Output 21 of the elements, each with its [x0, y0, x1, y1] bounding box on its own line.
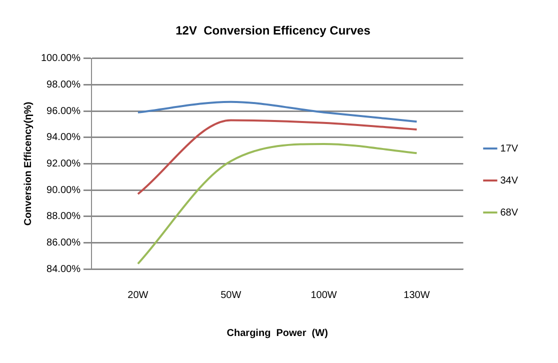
- y-tick-label: 94.00%: [46, 132, 81, 144]
- x-axis-title: Charging Power (W): [226, 328, 328, 339]
- x-tick-label: 130W: [404, 290, 430, 301]
- line-series: [136, 119, 418, 195]
- y-tick-label: 92.00%: [46, 158, 81, 170]
- y-axis-title: Conversion Efficency(η%): [22, 102, 34, 226]
- legend-label: 68V: [500, 207, 518, 218]
- legend-label: 34V: [500, 175, 518, 186]
- y-tick-label: 90.00%: [46, 184, 81, 196]
- x-tick-label: 20W: [128, 290, 149, 301]
- chart-title: 12V Conversion Efficency Curves: [176, 24, 371, 38]
- x-tick-label: 100W: [310, 290, 338, 301]
- y-tick-label: 86.00%: [46, 237, 81, 248]
- y-tick-label: 100.00%: [40, 53, 81, 64]
- x-tick-label: 50W: [220, 290, 242, 301]
- y-tick-label: 96.00%: [46, 106, 81, 117]
- y-tick-label: 98.00%: [46, 79, 81, 90]
- y-tick-label: 84.00%: [46, 264, 81, 275]
- line-series: [136, 142, 418, 265]
- legend-label: 17V: [500, 143, 518, 154]
- y-tick-label: 88.00%: [46, 211, 81, 222]
